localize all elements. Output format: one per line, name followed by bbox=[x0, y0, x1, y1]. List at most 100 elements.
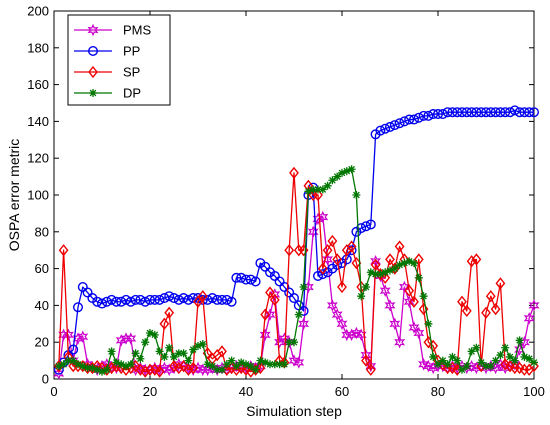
data-point-pms bbox=[461, 361, 473, 375]
data-point-pp bbox=[485, 107, 496, 118]
data-point-pp bbox=[437, 109, 448, 120]
data-point-pms bbox=[154, 363, 166, 377]
data-point-dp bbox=[107, 347, 116, 356]
data-point-dp bbox=[467, 347, 476, 356]
data-point-dp bbox=[530, 358, 538, 367]
data-point-pms bbox=[163, 363, 175, 377]
data-point-dp bbox=[486, 362, 495, 371]
legend-entry-sp: SP bbox=[74, 65, 140, 80]
data-point-pms bbox=[293, 356, 305, 369]
data-point-sp bbox=[173, 361, 184, 375]
data-point-pms bbox=[77, 330, 89, 343]
data-point-dp bbox=[323, 181, 332, 190]
data-point-dp bbox=[165, 343, 174, 352]
data-point-sp bbox=[505, 359, 515, 373]
data-point-pp bbox=[231, 272, 242, 283]
data-point-dp bbox=[275, 360, 284, 369]
data-point-pp bbox=[164, 291, 175, 302]
data-point-pp bbox=[240, 274, 251, 285]
data-point-sp bbox=[164, 306, 175, 319]
data-point-pp bbox=[226, 296, 237, 307]
data-point-sp bbox=[409, 295, 419, 308]
data-point-dp bbox=[194, 341, 202, 350]
data-point-pp bbox=[72, 302, 83, 313]
data-point-pp bbox=[514, 107, 525, 118]
data-point-dp bbox=[213, 365, 222, 374]
data-point-pp bbox=[423, 110, 434, 121]
data-point-pp bbox=[529, 107, 540, 118]
y-tick-label: 200 bbox=[27, 4, 49, 19]
data-point-pp bbox=[500, 107, 511, 118]
data-point-sp bbox=[265, 286, 275, 299]
data-point-sp bbox=[260, 308, 271, 321]
data-point-pp bbox=[68, 344, 79, 355]
data-point-pp bbox=[154, 294, 165, 305]
legend-swatch-marker bbox=[88, 65, 98, 79]
data-point-sp bbox=[481, 306, 491, 319]
y-tick-label: 120 bbox=[27, 151, 49, 166]
data-point-pms bbox=[389, 317, 401, 331]
data-point-dp bbox=[338, 168, 346, 177]
data-point-pp bbox=[120, 294, 131, 305]
data-point-dp bbox=[299, 283, 308, 291]
data-point-pp bbox=[490, 107, 501, 118]
data-point-sp bbox=[313, 188, 323, 202]
data-point-dp bbox=[342, 167, 351, 176]
y-tick-label: 140 bbox=[27, 114, 49, 129]
data-point-dp bbox=[414, 273, 423, 282]
data-point-pp bbox=[144, 294, 155, 305]
x-axis-ticks: 0 20 40 60 80 100 bbox=[50, 11, 545, 399]
data-point-dp bbox=[405, 257, 414, 266]
data-point-dp bbox=[83, 363, 92, 372]
y-tick-label: 80 bbox=[35, 224, 49, 239]
data-point-dp bbox=[525, 354, 534, 363]
data-point-dp bbox=[270, 360, 279, 369]
y-axis-label: OSPA error metric bbox=[6, 139, 22, 252]
data-point-dp bbox=[222, 360, 231, 369]
data-point-pp bbox=[452, 107, 463, 118]
x-tick-label: 80 bbox=[431, 384, 445, 399]
data-point-dp bbox=[453, 356, 462, 365]
data-point-dp bbox=[280, 360, 289, 369]
data-point-dp bbox=[155, 347, 164, 356]
data-point-sp bbox=[418, 302, 429, 316]
y-tick-label: 180 bbox=[27, 40, 49, 55]
data-point-pp bbox=[356, 223, 367, 234]
data-point-pp bbox=[178, 293, 189, 304]
data-point-sp bbox=[154, 365, 165, 378]
data-point-sp bbox=[159, 317, 170, 330]
data-point-pms bbox=[523, 311, 535, 325]
data-point-pp bbox=[116, 296, 127, 307]
data-point-dp bbox=[237, 358, 246, 367]
data-point-dp bbox=[309, 185, 318, 194]
data-point-pms bbox=[312, 212, 324, 226]
data-point-dp bbox=[184, 356, 193, 365]
x-tick-label: 20 bbox=[143, 384, 157, 399]
x-tick-label: 60 bbox=[335, 384, 349, 399]
data-point-pms bbox=[514, 343, 526, 356]
data-point-pms bbox=[413, 326, 425, 340]
data-point-dp bbox=[482, 362, 490, 371]
data-point-pp bbox=[476, 107, 487, 118]
y-tick-label: 20 bbox=[35, 335, 49, 350]
data-point-pp bbox=[212, 294, 223, 305]
data-point-pms bbox=[72, 332, 84, 345]
data-point-dp bbox=[198, 340, 207, 349]
data-point-pp bbox=[111, 296, 122, 307]
data-point-pp bbox=[375, 125, 386, 136]
data-point-sp bbox=[346, 240, 357, 253]
data-point-sp bbox=[500, 358, 511, 371]
data-point-sp bbox=[188, 361, 199, 375]
data-point-dp bbox=[242, 360, 250, 369]
data-point-sp bbox=[322, 244, 333, 257]
data-point-pp bbox=[413, 112, 424, 123]
data-point-pp bbox=[183, 294, 194, 305]
legend-swatch-marker bbox=[87, 23, 99, 37]
series-dp bbox=[54, 165, 538, 376]
data-point-sp bbox=[337, 280, 347, 294]
data-point-sp bbox=[197, 290, 208, 303]
data-point-sp bbox=[101, 363, 112, 376]
data-point-sp bbox=[332, 253, 343, 266]
data-point-dp bbox=[491, 356, 500, 365]
legend-label: PMS bbox=[123, 23, 152, 38]
